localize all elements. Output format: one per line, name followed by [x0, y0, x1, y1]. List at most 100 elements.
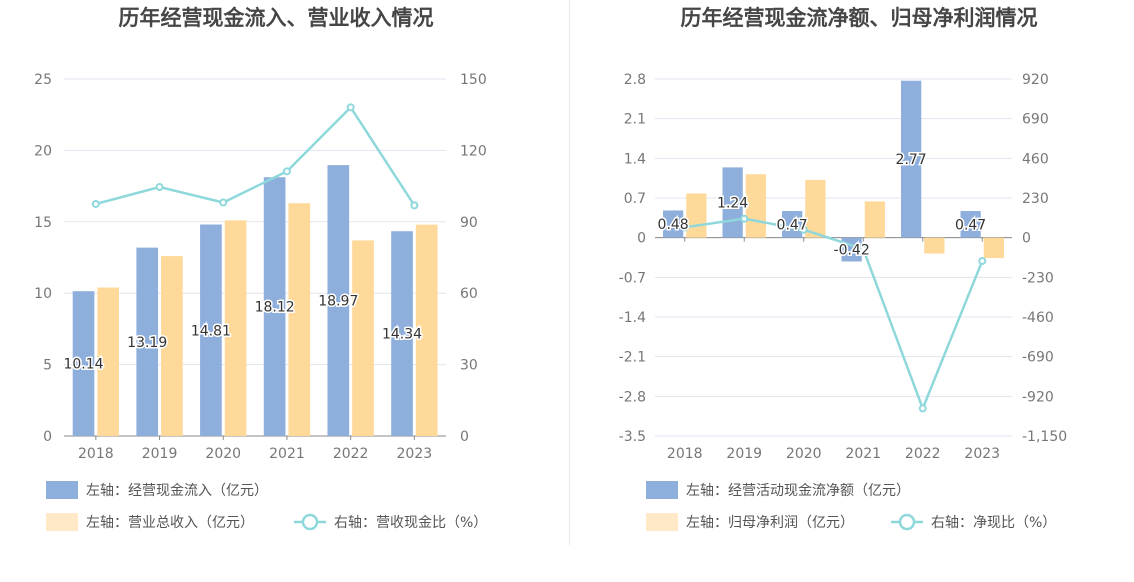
data-label: 14.81	[191, 323, 231, 339]
left-tick-label: 25	[34, 72, 52, 88]
ratio-point	[740, 214, 749, 223]
right-tick-label: -690	[1022, 350, 1054, 366]
ratio-line	[95, 105, 416, 207]
ratio-point	[282, 167, 291, 176]
x-tick-label: 2021	[269, 446, 305, 462]
bar-secondary	[97, 287, 120, 436]
right-tick-label: 460	[1022, 151, 1049, 167]
bar-primary	[391, 231, 413, 436]
left-tick-label: 1.4	[624, 151, 646, 167]
bar-secondary	[686, 193, 707, 238]
right-tick-label: 60	[460, 286, 478, 302]
ratio-point	[219, 198, 228, 207]
data-label: 10.14	[63, 357, 103, 373]
left-tick-label: 2.8	[624, 72, 646, 88]
left-tick-label: -0.7	[619, 270, 646, 286]
legend-swatch	[646, 481, 678, 499]
bar-primary	[263, 177, 286, 436]
left-tick-label: 15	[34, 215, 52, 231]
x-tick-label: 2019	[142, 446, 178, 462]
bar-primary	[200, 224, 222, 436]
bar-secondary	[924, 237, 945, 254]
right-tick-label: 0	[460, 429, 469, 445]
bar-secondary	[415, 224, 438, 436]
x-tick-label: 2019	[726, 446, 762, 462]
legend-label: 左轴：经营活动现金流净额（亿元）	[686, 483, 910, 499]
bar-secondary	[288, 203, 311, 436]
data-label: 18.12	[255, 300, 295, 316]
bar-secondary	[864, 201, 885, 238]
x-tick-label: 2018	[78, 446, 114, 462]
bar-primary	[663, 210, 684, 238]
ratio-point	[410, 201, 419, 210]
data-label: 2.77	[896, 152, 927, 168]
legend-label: 右轴：营收现金比（%）	[334, 515, 487, 531]
ratio-point	[346, 103, 355, 112]
left-tick-label: 0.7	[624, 191, 646, 207]
data-label: 14.34	[382, 327, 422, 343]
bar-secondary	[161, 256, 183, 436]
bar-primary	[136, 247, 159, 436]
bar-primary	[72, 291, 95, 436]
legend-line-marker	[301, 513, 319, 531]
data-label: 1.24	[717, 196, 748, 212]
left-tick-label: -3.5	[619, 429, 646, 445]
data-label: 0.47	[777, 217, 808, 233]
right-tick-label: 30	[460, 358, 478, 374]
left-tick-label: -2.1	[619, 350, 646, 366]
left-tick-label: 10	[34, 286, 52, 302]
left-tick-label: 5	[43, 358, 52, 374]
legend-line-marker	[898, 513, 916, 531]
panel-divider	[569, 0, 570, 545]
ratio-line	[684, 217, 984, 412]
ratio-point	[680, 223, 689, 232]
bar-primary	[782, 211, 803, 238]
x-tick-label: 2020	[205, 446, 241, 462]
right-tick-label: 120	[460, 143, 487, 159]
right-tick-label: 920	[1022, 72, 1049, 88]
right-tick-label: -230	[1022, 270, 1054, 286]
left-tick-label: -1.4	[619, 310, 646, 326]
legend-label: 左轴：营业总收入（亿元）	[86, 515, 254, 531]
x-tick-label: 2018	[667, 446, 703, 462]
bar-primary	[327, 165, 350, 436]
legend-swatch	[646, 513, 678, 531]
ratio-point	[799, 225, 808, 234]
left-tick-label: 2.1	[624, 112, 646, 128]
bar-secondary	[224, 220, 247, 436]
bar-primary	[960, 211, 981, 238]
data-label: -0.42	[834, 243, 870, 259]
x-tick-label: 2023	[397, 446, 433, 462]
right-tick-label: -1,150	[1022, 429, 1067, 445]
chart-title: 历年经营现金流入、营业收入情况	[119, 6, 434, 30]
right-tick-label: 90	[460, 215, 478, 231]
right-tick-label: -920	[1022, 389, 1054, 405]
x-tick-label: 2022	[333, 446, 369, 462]
data-label: 0.47	[955, 217, 986, 233]
x-tick-label: 2022	[905, 446, 941, 462]
right-tick-label: 150	[460, 72, 487, 88]
data-label: 13.19	[127, 335, 167, 351]
right-tick-label: 690	[1022, 112, 1049, 128]
bar-secondary	[352, 240, 374, 436]
data-label: 18.97	[318, 294, 358, 310]
x-tick-label: 2020	[786, 446, 822, 462]
left-tick-label: 20	[34, 143, 52, 159]
left-tick-label: 0	[43, 429, 52, 445]
left-tick-label: 0	[637, 231, 646, 247]
legend-label: 左轴：归母净利润（亿元）	[686, 514, 854, 531]
chart-title: 历年经营现金流净额、归母净利润情况	[681, 6, 1038, 30]
bar-secondary	[805, 179, 826, 238]
ratio-point	[91, 199, 100, 208]
x-tick-label: 2023	[964, 446, 1000, 462]
ratio-point	[859, 245, 868, 254]
left-tick-label: -2.8	[619, 389, 646, 405]
bar-secondary	[745, 174, 766, 238]
right-tick-label: 230	[1022, 191, 1049, 207]
bar-primary	[901, 80, 922, 238]
legend-label: 左轴：经营现金流入（亿元）	[86, 483, 268, 499]
ratio-point	[978, 256, 987, 265]
right-tick-label: -460	[1022, 310, 1054, 326]
data-label: 0.48	[658, 217, 689, 233]
